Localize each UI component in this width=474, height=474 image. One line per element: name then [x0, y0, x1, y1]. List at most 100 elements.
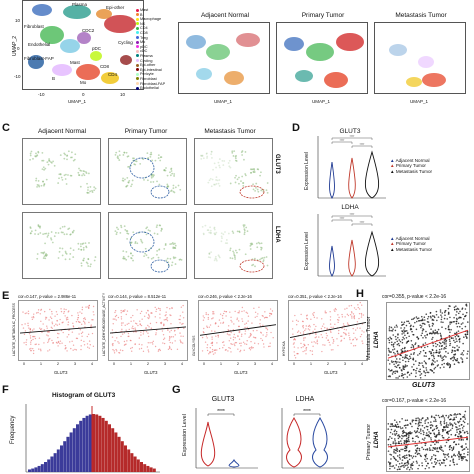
- x-tick: 0: [23, 362, 25, 366]
- x-tick: 0: [293, 362, 295, 366]
- hist-bar: [69, 432, 73, 472]
- x-tick: 1: [130, 362, 132, 366]
- x-tick: 4: [181, 362, 183, 366]
- x-tick: 1: [310, 362, 312, 366]
- legend-swatch: [136, 49, 139, 53]
- panel-h: cor=0.355, p-value < 2.2e-16 Metastasis …: [366, 290, 474, 474]
- legend-item: Macrophage: [136, 17, 165, 22]
- legend-item: Cycling: [136, 59, 165, 64]
- hist-bar: [82, 417, 86, 472]
- hist-bar: [146, 465, 150, 472]
- panel-e: cor=0.147, p-value = 2.986e-11 LACTATE_ME…: [8, 290, 380, 380]
- legend-label: Mast: [140, 8, 149, 12]
- legend-item: ▲ Adjacent Normal: [390, 236, 432, 241]
- legend-swatch: [136, 31, 139, 35]
- panel-label-f: F: [2, 384, 9, 396]
- triangle-icon: ▲: [390, 168, 396, 174]
- panel-label-g: G: [172, 384, 181, 396]
- hist-bar: [127, 449, 131, 472]
- cluster-label: pDC: [92, 46, 102, 51]
- x-tick: 1: [220, 362, 222, 366]
- panel-label-e: E: [2, 290, 10, 302]
- regression-line: [387, 329, 469, 359]
- legend-label: Fibroblast: [140, 76, 157, 81]
- violin-shape: [364, 230, 380, 277]
- scatter-e-plot: cor=0.147, p-value = 2.986e-11 LACTATE_ME…: [12, 290, 100, 378]
- violin-shape: [329, 245, 335, 277]
- legend-label: Mo: [140, 40, 146, 45]
- violin-title: GLUT3: [339, 128, 361, 135]
- legend-item: Endothelial: [136, 86, 165, 91]
- x-tick: 1: [40, 362, 42, 366]
- legend-item: Mast: [136, 8, 165, 13]
- hist-bar: [63, 441, 67, 472]
- legend-label: B: [140, 12, 143, 17]
- legend-label: Fibroblast-FAP: [140, 81, 166, 86]
- regression-line: [289, 321, 367, 339]
- hist-bar: [76, 424, 79, 472]
- cluster-label: Fibroblast-FAP: [24, 56, 54, 61]
- umap-xlabel: UMAP_1: [312, 99, 331, 104]
- sig-marker: ****: [303, 409, 311, 415]
- scatter-plot-area: 0 1 2 3 4: [288, 300, 368, 366]
- cluster-label: CD8: [100, 64, 109, 69]
- x-tick: 4: [361, 362, 363, 366]
- violin-shape: [286, 417, 302, 468]
- legend-item: ▲ Primary Tumor: [390, 163, 432, 168]
- legend-item: ▲ Metastasis Tumor: [390, 169, 432, 174]
- hist-bar: [140, 461, 143, 472]
- legend-label: Metastasis Tumor: [395, 168, 433, 174]
- violin-shape: [228, 458, 240, 468]
- legend-swatch: [136, 72, 139, 76]
- hist-bar: [130, 453, 134, 472]
- legend-item: Epi-other: [136, 63, 165, 68]
- x-tick: 4: [271, 362, 273, 366]
- legend-item: ▲ Adjacent Normal: [390, 158, 432, 163]
- legend-label: Endothelial: [140, 86, 159, 91]
- panel-g: GLUT3 LDHA Expression Level **** ****: [180, 386, 356, 474]
- umap-split-panel: Adjacent Normal Primary Tumor Metastasis…: [170, 0, 474, 110]
- legend-item: Fibroblast: [136, 77, 165, 82]
- scatter-ylabel: GLYCOLYSIS: [192, 335, 196, 356]
- sig-marker: ****: [350, 213, 356, 217]
- legend-item: CD4: [136, 26, 165, 31]
- legend-item: Mo: [136, 40, 165, 45]
- scatter-plot-area: 0 1 2 3 4: [198, 300, 278, 366]
- y-tick: 10: [15, 18, 21, 23]
- legend-label: Epi-intestinal: [140, 67, 162, 72]
- hist-bar: [95, 414, 99, 472]
- scatter-e-plot: cor=0.246, p-value < 2.2e-16 GLYCOLYSIS 0 1…: [192, 290, 280, 378]
- triangle-icon: ▲: [390, 236, 396, 241]
- cor-text: cor=0.167, p-value < 2.2e-16: [382, 398, 447, 404]
- x-tick: 2: [147, 362, 149, 366]
- gene-umap-grid: [22, 138, 273, 279]
- h-ylabel-gene: LDHA: [374, 431, 380, 448]
- legend-label: Cycling: [140, 58, 153, 63]
- legend-swatch: [136, 45, 139, 49]
- hist-bar: [53, 453, 57, 472]
- hist-bar: [66, 436, 70, 472]
- h-ylabel: Metastasis Tumor: [366, 316, 372, 360]
- hist-bar: [31, 468, 35, 472]
- hist-bar: [133, 456, 137, 472]
- hist-bar: [44, 461, 47, 472]
- umap-primary-tumor: [276, 22, 368, 94]
- violin-shape: [364, 150, 380, 199]
- violin-g-plot: **** ****: [195, 408, 344, 469]
- legend-item: ▲ Primary Tumor: [390, 241, 432, 246]
- legend-swatch: [136, 22, 139, 26]
- sig-marker: ****: [360, 143, 366, 147]
- x-tick: 0: [113, 362, 115, 366]
- legend-item: NK: [136, 22, 165, 27]
- scatter-h-primary: [386, 406, 470, 472]
- hist-bar: [124, 445, 127, 472]
- sig-marker: ****: [360, 221, 366, 225]
- cluster-label: Cycling: [118, 40, 133, 45]
- hist-bar: [120, 441, 124, 472]
- umap-adjacent-normal: [178, 22, 270, 94]
- gene-umap-cell: [108, 212, 187, 279]
- legend-swatch: [136, 17, 139, 21]
- scatter-e-plot: cor=0.144, p-value = 8.512e-11 LACTATE_DE…: [102, 290, 190, 378]
- x-tick: 3: [344, 362, 346, 366]
- legend-item: Plasma: [136, 54, 165, 59]
